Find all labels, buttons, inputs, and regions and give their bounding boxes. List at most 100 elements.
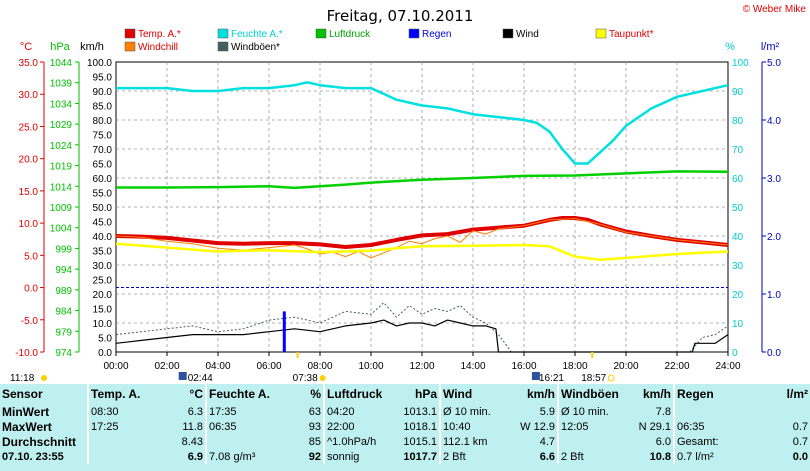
stats-header-sensor: Sensor bbox=[2, 387, 43, 401]
pressure-tick-label: 1009 bbox=[50, 203, 73, 214]
temp-tick-label: 0.0 bbox=[24, 284, 38, 295]
stats-cell: 7.08 g/m³ bbox=[205, 449, 272, 464]
stats-header-humidity: Feuchte A. bbox=[205, 384, 272, 404]
humidity-tick-label: 100 bbox=[732, 58, 749, 69]
temp-tick-label: 5.0 bbox=[24, 251, 38, 262]
legend-swatch bbox=[315, 28, 327, 39]
pressure-tick-label: 1019 bbox=[50, 162, 73, 173]
stats-header-temp: Temp. A. bbox=[87, 384, 150, 404]
temp-tick-label: 25.0 bbox=[19, 122, 39, 133]
stats-header-gusts: Windböen bbox=[557, 384, 620, 404]
pressure-tick-label: 1004 bbox=[50, 224, 73, 235]
rain-tick-label: 2.0 bbox=[767, 232, 781, 243]
stats-cell: 2 Bft bbox=[557, 449, 620, 464]
pressure-tick-label: 1024 bbox=[50, 141, 73, 152]
series-line-taupunkt bbox=[115, 242, 729, 262]
stats-cell: 10.8 bbox=[649, 450, 671, 463]
x-tick-label: 10:00 bbox=[358, 361, 383, 372]
temp-tick-label: 20.0 bbox=[19, 155, 39, 166]
pressure-tick-label: 1034 bbox=[50, 99, 73, 110]
x-tick-label: 02:00 bbox=[154, 361, 179, 372]
humidity-tick-label: 60 bbox=[732, 174, 744, 185]
stats-cell: sonnig bbox=[323, 449, 390, 464]
rain-tick-label: 3.0 bbox=[767, 174, 781, 185]
humidity-tick-label: 30 bbox=[732, 261, 744, 272]
legend-swatch bbox=[502, 28, 514, 39]
stats-cell: 07.10. 23:55 bbox=[2, 450, 64, 463]
humidity-tick-label: 0 bbox=[732, 348, 738, 359]
series-line-wind bbox=[115, 319, 729, 353]
temp-tick-label: 35.0 bbox=[19, 58, 39, 69]
stats-cell: 10:40 bbox=[439, 419, 506, 434]
wind-tick-label: 90.0 bbox=[93, 87, 113, 98]
wind-tick-label: 55.0 bbox=[93, 189, 113, 200]
temp-tick-label: -10.0 bbox=[15, 348, 38, 359]
stats-cell: 4.7 bbox=[539, 435, 555, 448]
stats-row-max: MaxWert 17:25 11.8 06:35 93 22:00 1018.1… bbox=[0, 419, 810, 434]
humidity-axis-label: % bbox=[725, 41, 735, 53]
wind-tick-label: 100.0 bbox=[87, 58, 112, 69]
pressure-tick-label: 1014 bbox=[50, 182, 73, 193]
stats-cell: Ø 10 min. bbox=[439, 404, 506, 419]
stats-cell: 85 bbox=[308, 435, 321, 448]
x-tick-label: 16:00 bbox=[511, 361, 536, 372]
stats-cell bbox=[87, 449, 150, 464]
stats-cell: 17:25 bbox=[87, 419, 150, 434]
humidity-tick-label: 80 bbox=[732, 116, 744, 127]
stats-cell: 0.7 bbox=[792, 435, 808, 448]
wind-tick-label: 65.0 bbox=[93, 160, 113, 171]
stats-cell: 22:00 bbox=[323, 419, 390, 434]
stats-cell bbox=[673, 404, 736, 419]
stats-header-temp-unit: °C bbox=[189, 387, 203, 401]
stats-header-pressure: Luftdruck bbox=[323, 384, 390, 404]
stats-cell: 0.0 bbox=[792, 450, 808, 463]
stats-header-gusts-unit: km/h bbox=[642, 387, 671, 401]
stats-cell: ^1.0hPa/h bbox=[323, 434, 390, 449]
x-tick-label: 00:00 bbox=[103, 361, 128, 372]
x-tick-label: 20:00 bbox=[613, 361, 638, 372]
legend-label: Luftdruck bbox=[329, 29, 371, 40]
pressure-tick-label: 1044 bbox=[50, 58, 73, 69]
pressure-tick-label: 989 bbox=[55, 286, 72, 297]
rain-tick-label: 5.0 bbox=[767, 58, 781, 69]
stats-cell: MinWert bbox=[2, 404, 50, 419]
stats-cell: Durchschnitt bbox=[2, 434, 77, 449]
humidity-tick-label: 20 bbox=[732, 290, 744, 301]
humidity-tick-label: 10 bbox=[732, 319, 744, 330]
temp-tick-label: 10.0 bbox=[19, 219, 39, 230]
series-line-feuchte-a bbox=[116, 81, 729, 165]
stats-table: Sensor Temp. A. °C Feuchte A. % Luftdruc… bbox=[0, 384, 810, 464]
pressure-axis-label: hPa bbox=[50, 41, 70, 53]
stats-cell: 6.3 bbox=[187, 405, 203, 418]
wind-tick-label: 85.0 bbox=[93, 102, 113, 113]
stats-panel: Sensor Temp. A. °C Feuchte A. % Luftdruc… bbox=[0, 384, 810, 471]
legend-swatch bbox=[408, 28, 420, 39]
stats-cell: 06:35 bbox=[205, 419, 272, 434]
humidity-tick-label: 40 bbox=[732, 232, 744, 243]
stats-cell: 8.43 bbox=[181, 435, 203, 448]
pressure-tick-label: 994 bbox=[55, 265, 72, 276]
stats-cell: 1017.7 bbox=[403, 450, 437, 463]
legend-label: Windböen* bbox=[231, 42, 280, 53]
stats-cell: N 29.1 bbox=[638, 420, 671, 433]
copyright-text: © Weber Mike bbox=[742, 4, 806, 15]
x-tick-label: 12:00 bbox=[409, 361, 434, 372]
stats-cell: Gesamt: bbox=[673, 434, 736, 449]
temp-axis-label: °C bbox=[20, 41, 32, 53]
stats-cell: 1015.1 bbox=[403, 435, 437, 448]
sunrise-label: 07:38 bbox=[293, 373, 318, 384]
pressure-tick-label: 974 bbox=[55, 348, 72, 359]
pressure-tick-label: 999 bbox=[55, 244, 72, 255]
humidity-tick-label: 50 bbox=[732, 203, 744, 214]
stats-cell: 112.1 km bbox=[439, 434, 506, 449]
stats-cell: 1018.1 bbox=[403, 420, 437, 433]
stats-header-rain: Regen bbox=[673, 384, 736, 404]
humidity-tick-label: 90 bbox=[732, 87, 744, 98]
x-tick-label: 18:00 bbox=[562, 361, 587, 372]
stats-cell: MaxWert bbox=[2, 419, 52, 434]
pressure-tick-label: 1029 bbox=[50, 120, 73, 131]
stats-row-current: 07.10. 23:55 6.9 7.08 g/m³ 92 sonnig 101… bbox=[0, 449, 810, 464]
x-tick-label: 24:00 bbox=[715, 361, 740, 372]
stats-header-rain-unit: l/m² bbox=[786, 387, 808, 401]
left-time-label: 11:18 bbox=[10, 373, 35, 384]
